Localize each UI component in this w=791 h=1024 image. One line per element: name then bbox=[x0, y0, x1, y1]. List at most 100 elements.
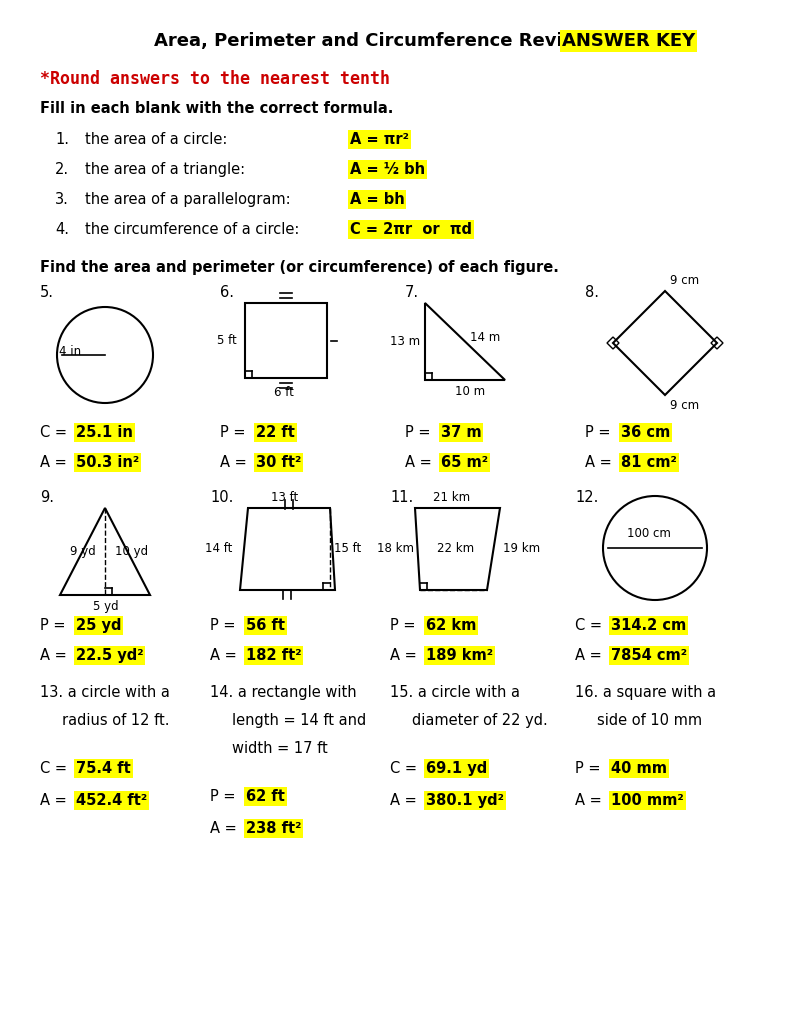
Bar bbox=[245, 303, 327, 378]
Text: 14. a rectangle with: 14. a rectangle with bbox=[210, 685, 357, 700]
Text: the circumference of a circle:: the circumference of a circle: bbox=[85, 222, 299, 237]
Text: 15 ft: 15 ft bbox=[334, 543, 361, 555]
Text: 13 m: 13 m bbox=[390, 335, 420, 348]
Text: 11.: 11. bbox=[390, 490, 413, 505]
Text: P =: P = bbox=[210, 790, 240, 804]
Text: A =: A = bbox=[575, 793, 607, 808]
Text: A =: A = bbox=[390, 648, 422, 663]
Text: 14 ft: 14 ft bbox=[205, 543, 233, 555]
Text: A =: A = bbox=[585, 455, 616, 470]
Text: 9 yd: 9 yd bbox=[70, 545, 96, 558]
Text: 12.: 12. bbox=[575, 490, 598, 505]
Text: C =: C = bbox=[40, 761, 72, 776]
Text: 9 cm: 9 cm bbox=[670, 274, 699, 287]
Text: 40 mm: 40 mm bbox=[611, 761, 667, 776]
Text: A = bh: A = bh bbox=[350, 193, 405, 207]
Text: 100 cm: 100 cm bbox=[627, 527, 671, 540]
Text: 30 ft²: 30 ft² bbox=[256, 455, 301, 470]
Text: 6 ft: 6 ft bbox=[274, 386, 294, 399]
Text: 25 yd: 25 yd bbox=[76, 618, 122, 633]
Text: 4 in: 4 in bbox=[59, 345, 81, 358]
Text: 25.1 in: 25.1 in bbox=[76, 425, 133, 440]
Text: 452.4 ft²: 452.4 ft² bbox=[76, 793, 147, 808]
Text: P =: P = bbox=[585, 425, 615, 440]
Text: C =: C = bbox=[40, 425, 72, 440]
Text: diameter of 22 yd.: diameter of 22 yd. bbox=[412, 713, 547, 728]
Text: 75.4 ft: 75.4 ft bbox=[76, 761, 131, 776]
Text: 9.: 9. bbox=[40, 490, 54, 505]
Text: A =: A = bbox=[40, 793, 71, 808]
Text: P =: P = bbox=[220, 425, 250, 440]
Text: 22 ft: 22 ft bbox=[256, 425, 295, 440]
Text: P =: P = bbox=[40, 618, 70, 633]
Text: 6.: 6. bbox=[220, 285, 234, 300]
Text: 14 m: 14 m bbox=[470, 331, 500, 344]
Text: 15. a circle with a: 15. a circle with a bbox=[390, 685, 520, 700]
Text: the area of a parallelogram:: the area of a parallelogram: bbox=[85, 193, 290, 207]
Text: A =: A = bbox=[575, 648, 607, 663]
Text: Area, Perimeter and Circumference Review WS: Area, Perimeter and Circumference Review… bbox=[154, 32, 637, 50]
Text: A =: A = bbox=[210, 821, 241, 836]
Text: 62 km: 62 km bbox=[426, 618, 476, 633]
Text: 22.5 yd²: 22.5 yd² bbox=[76, 648, 144, 663]
Text: P =: P = bbox=[575, 761, 605, 776]
Text: 65 m²: 65 m² bbox=[441, 455, 488, 470]
Text: A =: A = bbox=[390, 793, 422, 808]
Text: 62 ft: 62 ft bbox=[246, 790, 285, 804]
Text: 314.2 cm: 314.2 cm bbox=[611, 618, 687, 633]
Text: 5 yd: 5 yd bbox=[93, 600, 119, 613]
Text: 19 km: 19 km bbox=[503, 543, 540, 555]
Text: 10 yd: 10 yd bbox=[115, 545, 148, 558]
Text: 56 ft: 56 ft bbox=[246, 618, 285, 633]
Text: 69.1 yd: 69.1 yd bbox=[426, 761, 487, 776]
Text: length = 14 ft and: length = 14 ft and bbox=[232, 713, 366, 728]
Text: A =: A = bbox=[210, 648, 241, 663]
Text: 16. a square with a: 16. a square with a bbox=[575, 685, 716, 700]
Text: side of 10 mm: side of 10 mm bbox=[597, 713, 702, 728]
Text: P =: P = bbox=[390, 618, 420, 633]
Text: 7854 cm²: 7854 cm² bbox=[611, 648, 687, 663]
Text: Find the area and perimeter (or circumference) of each figure.: Find the area and perimeter (or circumfe… bbox=[40, 260, 559, 275]
Text: radius of 12 ft.: radius of 12 ft. bbox=[62, 713, 169, 728]
Text: 21 km: 21 km bbox=[433, 490, 470, 504]
Text: A = ½ bh: A = ½ bh bbox=[350, 162, 425, 177]
Text: 10 m: 10 m bbox=[455, 385, 485, 398]
Text: A =: A = bbox=[40, 648, 71, 663]
Text: 10.: 10. bbox=[210, 490, 233, 505]
Text: A =: A = bbox=[405, 455, 437, 470]
Text: 81 cm²: 81 cm² bbox=[621, 455, 677, 470]
Text: P =: P = bbox=[405, 425, 435, 440]
Text: Fill in each blank with the correct formula.: Fill in each blank with the correct form… bbox=[40, 101, 393, 116]
Text: 50.3 in²: 50.3 in² bbox=[76, 455, 139, 470]
Text: ANSWER KEY: ANSWER KEY bbox=[562, 32, 695, 50]
Text: C = 2πr  or  πd: C = 2πr or πd bbox=[350, 222, 472, 237]
Text: the area of a circle:: the area of a circle: bbox=[85, 132, 227, 147]
Text: 4.: 4. bbox=[55, 222, 69, 237]
Text: 100 mm²: 100 mm² bbox=[611, 793, 683, 808]
Text: 22 km: 22 km bbox=[437, 543, 474, 555]
Text: A =: A = bbox=[40, 455, 71, 470]
Text: 7.: 7. bbox=[405, 285, 419, 300]
Text: 2.: 2. bbox=[55, 162, 69, 177]
Text: the area of a triangle:: the area of a triangle: bbox=[85, 162, 245, 177]
Text: 238 ft²: 238 ft² bbox=[246, 821, 301, 836]
Text: 182 ft²: 182 ft² bbox=[246, 648, 301, 663]
Text: A =: A = bbox=[220, 455, 252, 470]
Text: 9 cm: 9 cm bbox=[670, 399, 699, 412]
Text: C =: C = bbox=[390, 761, 422, 776]
Text: 1.: 1. bbox=[55, 132, 69, 147]
Text: 380.1 yd²: 380.1 yd² bbox=[426, 793, 504, 808]
Text: width = 17 ft: width = 17 ft bbox=[232, 741, 327, 756]
Text: 8.: 8. bbox=[585, 285, 599, 300]
Text: P =: P = bbox=[210, 618, 240, 633]
Text: 5 ft: 5 ft bbox=[217, 334, 237, 347]
Text: C =: C = bbox=[575, 618, 607, 633]
Text: *Round answers to the nearest tenth: *Round answers to the nearest tenth bbox=[40, 70, 390, 88]
Text: 3.: 3. bbox=[55, 193, 69, 207]
Text: 37 m: 37 m bbox=[441, 425, 482, 440]
Text: 18 km: 18 km bbox=[377, 543, 414, 555]
Text: A = πr²: A = πr² bbox=[350, 132, 409, 147]
Text: 189 km²: 189 km² bbox=[426, 648, 493, 663]
Text: 5.: 5. bbox=[40, 285, 54, 300]
Text: 36 cm: 36 cm bbox=[621, 425, 670, 440]
